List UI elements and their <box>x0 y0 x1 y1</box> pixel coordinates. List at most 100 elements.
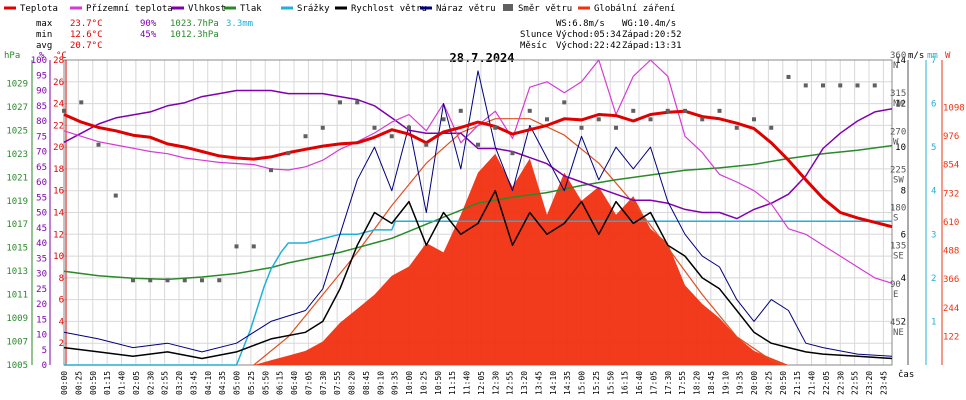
wind-speed-tick: 10 <box>895 143 906 153</box>
x-tick-label: 18:20 <box>693 371 702 395</box>
legend-label: Rychlost větru <box>351 4 427 14</box>
wind-direction-point <box>596 117 601 122</box>
wind-direction-point <box>683 108 687 113</box>
temperature-tick: 8 <box>59 274 64 284</box>
series-temperature <box>63 109 893 229</box>
pressure-tick: 1027 <box>6 103 28 113</box>
x-tick-label: 04:10 <box>204 371 213 395</box>
wind-direction-point <box>200 278 204 283</box>
wind-direction-point <box>441 117 446 122</box>
wind-direction-point <box>182 278 187 283</box>
x-tick-label: 05:00 <box>233 371 242 395</box>
wind-direction-point <box>545 117 549 122</box>
radiation-tick: 854 <box>943 161 959 171</box>
legend-label: Tlak <box>240 4 262 14</box>
humidity-tick: 55 <box>36 193 47 203</box>
wind-direction-point <box>372 125 377 130</box>
wind-direction-point <box>113 193 118 198</box>
x-tick-label: 02:55 <box>161 371 170 395</box>
chart-title: 28.7.2024 <box>449 51 514 65</box>
series-solar-radiation <box>64 153 892 365</box>
x-tick-label: 09:10 <box>376 371 385 395</box>
sun-set: Západ:20:52 <box>622 30 682 40</box>
wind-direction-point <box>510 151 515 156</box>
pressure-tick: 1007 <box>6 338 28 348</box>
temperature-tick: 22 <box>53 121 64 131</box>
temperature-tick: 28 <box>53 56 64 66</box>
x-tick-label: 07:55 <box>333 371 342 395</box>
radiation-unit: W <box>945 51 951 61</box>
wind-direction-point <box>700 117 705 122</box>
wind-speed-info: WS:6.8m/s <box>556 19 605 29</box>
wind-direction-tick: 225 <box>890 165 906 175</box>
temperature-tick: 18 <box>53 165 64 175</box>
radiation-tick: 244 <box>943 304 959 314</box>
x-tick-label: 00:50 <box>89 371 98 395</box>
legend-label: Teplota <box>20 4 58 14</box>
x-tick-label: 13:45 <box>534 371 543 395</box>
humidity-tick: 5 <box>42 346 47 356</box>
legend-label: Srážky <box>297 4 330 14</box>
temperature-tick: 10 <box>53 252 64 262</box>
wind-direction-point <box>579 125 584 130</box>
wind-speed-tick: 2 <box>901 317 906 327</box>
x-tick-label: 09:35 <box>391 371 400 395</box>
stats-max-label: max <box>36 19 53 29</box>
x-tick-label: 16:40 <box>635 371 644 395</box>
moon-rise: Východ:22:42 <box>556 41 621 51</box>
legend-label: Přízemní teplota <box>86 4 173 14</box>
stats-max-hum: 90% <box>140 19 157 29</box>
humidity-tick: 10 <box>36 331 47 341</box>
pressure-tick: 1017 <box>6 220 28 230</box>
radiation-tick: 122 <box>943 332 959 342</box>
humidity-tick: 85 <box>36 102 47 112</box>
x-tick-label: 03:45 <box>189 371 198 395</box>
wind-direction-point <box>407 125 411 130</box>
rain-tick: 2 <box>931 274 936 284</box>
wind-direction-point <box>96 142 101 147</box>
wind-direction-point <box>631 108 636 113</box>
wind-direction-point <box>821 83 825 88</box>
rain-tick: 3 <box>931 230 936 240</box>
humidity-tick: 80 <box>36 117 47 127</box>
humidity-tick: 95 <box>36 71 47 81</box>
x-tick-label: 23:20 <box>865 371 874 395</box>
x-tick-label: 12:55 <box>506 371 515 395</box>
stats-min-temp: 12.6°C <box>70 30 103 40</box>
x-tick-label: 06:40 <box>290 371 299 395</box>
x-tick-label: 08:20 <box>348 371 357 395</box>
humidity-tick: 70 <box>36 148 47 158</box>
rain-tick: 6 <box>931 100 936 110</box>
wind-direction-tick: S <box>893 214 898 224</box>
x-tick-label: 13:20 <box>520 371 529 395</box>
pressure-unit: hPa <box>4 51 20 61</box>
sun-label: Slunce <box>520 30 553 40</box>
wind-direction-tick: 45 <box>890 318 901 328</box>
humidity-tick: 100 <box>31 56 47 66</box>
pressure-tick: 1009 <box>6 314 28 324</box>
wind-direction-point <box>165 278 170 283</box>
x-tick-label: 07:30 <box>319 371 328 395</box>
legend-label: Náraz větru <box>436 4 496 14</box>
wind-direction-point <box>303 134 308 139</box>
wind-direction-point <box>217 278 222 283</box>
x-tick-label: 01:40 <box>118 371 127 395</box>
wind-direction-point <box>769 125 774 130</box>
x-tick-label: 01:15 <box>103 371 112 395</box>
pressure-tick: 1029 <box>6 79 28 89</box>
humidity-tick: 75 <box>36 132 47 142</box>
wind-gust-info: WG:10.4m/s <box>622 19 676 29</box>
humidity-tick: 25 <box>36 285 47 295</box>
wind-speed-tick: 8 <box>901 187 906 197</box>
temperature-tick: 2 <box>59 339 64 349</box>
wind-direction-point <box>872 83 877 88</box>
x-tick-label: 00:25 <box>74 371 83 395</box>
wind-direction-point <box>62 108 66 113</box>
x-tick-label: 04:35 <box>218 371 227 395</box>
moon-label: Měsíc <box>520 41 547 51</box>
pressure-tick: 1005 <box>6 361 28 371</box>
wind-direction-tick: SW <box>893 175 904 185</box>
x-tick-label: 10:25 <box>419 371 428 395</box>
series-wind-gust <box>63 70 893 357</box>
